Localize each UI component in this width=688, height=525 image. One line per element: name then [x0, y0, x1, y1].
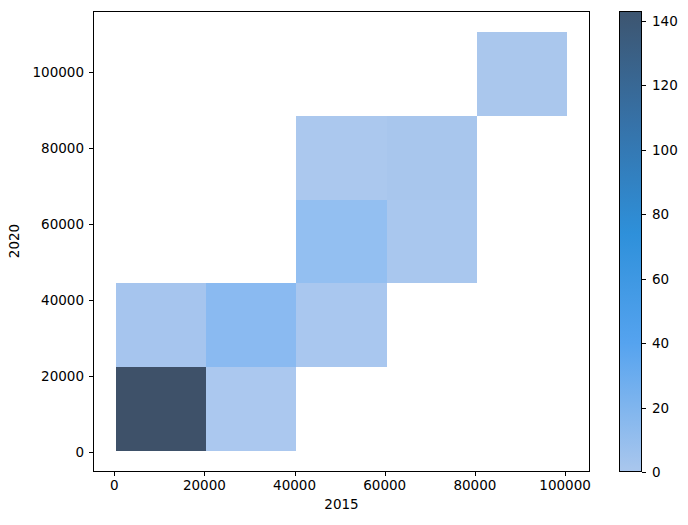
x-tick-label: 100000 [539, 478, 591, 493]
heatmap-cell [116, 283, 206, 367]
y-tick-mark [89, 148, 93, 149]
colorbar-axis: 020406080100120140 [642, 11, 688, 472]
heatmap-cell [296, 283, 386, 367]
colorbar-tick-label: 80 [652, 206, 669, 222]
y-axis: 0 20000 40000 60000 80000 100000 [0, 11, 93, 472]
y-tick-mark [89, 300, 93, 301]
x-tick-mark [204, 472, 205, 476]
heatmap-cell [296, 200, 386, 284]
colorbar-tick-mark [642, 279, 646, 280]
x-tick-mark [114, 472, 115, 476]
colorbar-tick-label: 60 [652, 271, 669, 287]
colorbar-tick-mark [642, 408, 646, 409]
plot-area [93, 11, 590, 472]
x-tick-mark [565, 472, 566, 476]
x-tick-label: 40000 [273, 478, 316, 493]
x-tick-label: 20000 [183, 478, 226, 493]
colorbar-tick-mark [642, 150, 646, 151]
y-tick-mark [89, 72, 93, 73]
y-tick-mark [89, 376, 93, 377]
heatmap-cell [206, 367, 296, 451]
x-tick-label: 0 [110, 478, 119, 493]
heatmap-cell [116, 367, 206, 451]
heatmap-cell [296, 116, 386, 200]
colorbar-tick-mark [642, 343, 646, 344]
colorbar-tick-mark [642, 214, 646, 215]
colorbar-tick-label: 40 [652, 335, 669, 351]
colorbar-tick-label: 20 [652, 400, 669, 416]
y-tick-mark [89, 224, 93, 225]
x-tick-label: 80000 [453, 478, 496, 493]
colorbar-tick-label: 0 [652, 464, 661, 480]
figure: 2020 020000400006000080000100000 0200004… [0, 0, 688, 525]
heatmap-cell [387, 200, 477, 284]
colorbar-tick-label: 140 [652, 13, 678, 29]
colorbar [619, 11, 642, 472]
x-tick-mark [385, 472, 386, 476]
x-tick-mark [475, 472, 476, 476]
y-tick-mark [89, 452, 93, 453]
y-tick-label: 20000 [41, 368, 84, 383]
y-tick-label: 80000 [41, 140, 84, 155]
x-axis-label: 2015 [93, 496, 590, 512]
colorbar-tick-mark [642, 472, 646, 473]
colorbar-frame [619, 11, 642, 472]
colorbar-tick-label: 100 [652, 142, 678, 158]
colorbar-tick-mark [642, 85, 646, 86]
heatmap-cell [387, 116, 477, 200]
colorbar-tick-mark [642, 21, 646, 22]
y-tick-label: 60000 [41, 216, 84, 231]
x-tick-mark [295, 472, 296, 476]
y-tick-label: 100000 [32, 64, 84, 79]
y-tick-label: 40000 [41, 292, 84, 307]
colorbar-tick-label: 120 [652, 77, 678, 93]
y-tick-label: 0 [75, 445, 84, 460]
heatmap-cell [206, 283, 296, 367]
x-tick-label: 60000 [363, 478, 406, 493]
heatmap-cell [477, 32, 567, 116]
